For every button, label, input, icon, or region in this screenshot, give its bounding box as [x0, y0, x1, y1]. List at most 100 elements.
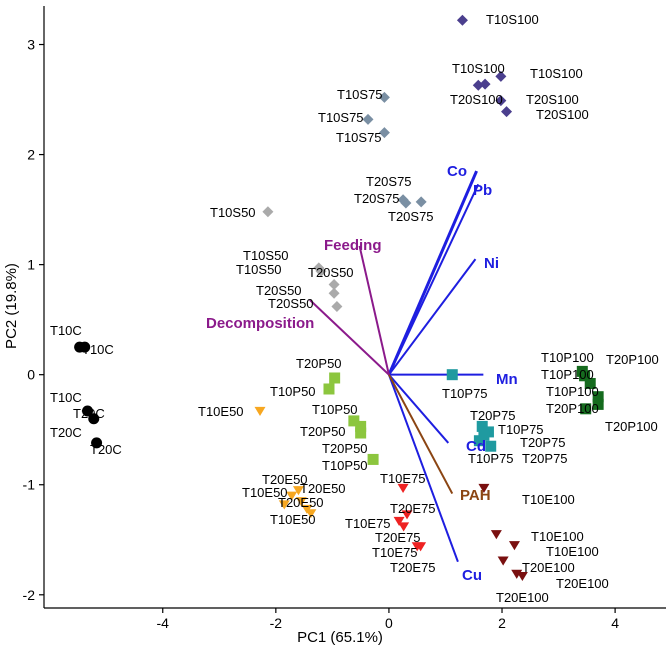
data-point [476, 420, 488, 432]
y-tick-label: -1 [23, 477, 36, 493]
vector-label-cd: Cd [466, 438, 486, 455]
point-label: T20C [73, 406, 105, 421]
point-label: T10E75 [345, 516, 391, 531]
point-label: T20P50 [300, 424, 346, 439]
data-point [473, 435, 485, 447]
point-label: T20S50 [256, 283, 302, 298]
point-label: T10E50 [242, 485, 288, 500]
x-tick-label: -2 [270, 615, 283, 631]
point-label: T10S100 [530, 66, 583, 81]
data-point [472, 79, 484, 91]
point-label: T20S50 [308, 265, 354, 280]
vector-label-pb: Pb [473, 182, 492, 199]
point-label: T10E50 [270, 512, 316, 527]
data-point [286, 491, 298, 501]
data-point [262, 206, 274, 218]
point-label: T10C [82, 342, 114, 357]
data-point [292, 486, 304, 496]
vector-ni [388, 258, 477, 376]
point-label: T20C [90, 442, 122, 457]
x-tick-label: 0 [385, 615, 393, 631]
point-label: T10P100 [541, 350, 594, 365]
score-point-labels: T10CT10CT10CT20CT20CT20CT10E50T20E50T10E… [50, 12, 659, 605]
data-point [328, 287, 340, 299]
data-point [584, 377, 596, 389]
data-point [329, 372, 341, 384]
point-label: T10P75 [442, 386, 488, 401]
vector-label-mn: Mn [496, 371, 518, 388]
point-label: T10S50 [210, 205, 256, 220]
data-point [485, 440, 497, 452]
data-point [516, 571, 528, 582]
point-label: T20P100 [605, 419, 658, 434]
data-point [88, 413, 100, 425]
data-point [456, 14, 468, 26]
y-tick-label: -2 [23, 587, 36, 603]
point-label: T20S100 [450, 92, 503, 107]
y-tick-label: 0 [27, 367, 35, 383]
x-tick-label: 4 [611, 615, 619, 631]
data-point [579, 370, 591, 382]
point-label: T10P50 [312, 402, 358, 417]
data-point [401, 510, 413, 520]
data-point [295, 497, 307, 507]
point-label: T10P75 [468, 451, 514, 466]
data-point [278, 500, 290, 510]
y-tick-label: 1 [27, 257, 35, 273]
point-label: T20P100 [546, 401, 599, 416]
point-label: T10P100 [546, 384, 599, 399]
vector-cd [388, 374, 450, 444]
data-point [355, 427, 367, 439]
point-label: T10S75 [336, 130, 382, 145]
vector-decomposition [309, 299, 390, 376]
data-point [490, 530, 502, 540]
loading-vector-labels: Co Pb Ni Mn Cd Cu PAH Feeding Decomposition [206, 163, 518, 584]
point-label: T10S75 [337, 87, 383, 102]
data-point [497, 556, 509, 566]
point-label: T20P50 [296, 356, 342, 371]
point-label: T10P50 [322, 458, 368, 473]
point-label: T20E100 [556, 576, 609, 591]
data-point [397, 483, 409, 493]
data-point [501, 106, 513, 118]
y-axis-title: PC2 (19.8%) [3, 263, 20, 349]
point-label: T10S50 [236, 262, 282, 277]
data-point [415, 542, 427, 552]
data-point [478, 483, 490, 493]
vector-label-decomposition: Decomposition [206, 315, 314, 332]
vector-label-cu: Cu [462, 567, 482, 584]
point-label: T20S75 [354, 191, 400, 206]
point-label: T10P100 [541, 367, 594, 382]
x-axis-title: PC1 (65.1%) [297, 629, 383, 646]
data-point [315, 265, 327, 277]
point-label: T10S100 [452, 61, 505, 76]
data-point [79, 341, 91, 353]
data-point [393, 516, 405, 527]
data-point [331, 300, 343, 312]
data-point [592, 391, 604, 403]
point-label: T20S75 [366, 174, 412, 189]
point-label: T20E100 [522, 560, 575, 575]
point-label: T10E75 [372, 545, 418, 560]
point-label: T10C [50, 390, 82, 405]
point-label: T10E100 [531, 529, 584, 544]
plot-frame [43, 6, 666, 609]
x-tick-label: -4 [157, 615, 170, 631]
data-point [378, 127, 390, 139]
point-label: T20E75 [390, 560, 436, 575]
point-label: T20P100 [606, 352, 659, 367]
point-label: T20P75 [522, 451, 568, 466]
data-point [478, 429, 490, 441]
data-point [348, 415, 360, 427]
vector-feeding [358, 245, 390, 375]
data-point [580, 403, 592, 415]
data-point [400, 197, 412, 209]
data-point [362, 113, 374, 125]
data-point [323, 383, 335, 395]
point-label: T20S50 [268, 296, 314, 311]
score-points [74, 14, 604, 582]
data-point [367, 453, 379, 465]
point-label: T10E100 [546, 544, 599, 559]
data-point [479, 78, 491, 90]
